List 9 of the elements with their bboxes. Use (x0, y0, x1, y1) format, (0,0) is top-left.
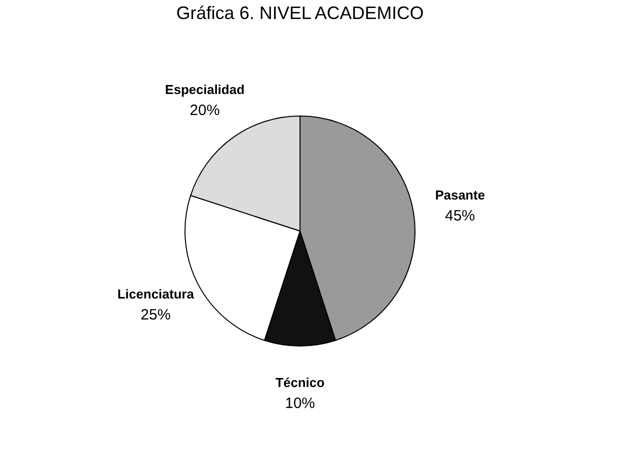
data-label: 10% (284, 395, 316, 412)
data-label: 45% (444, 208, 476, 225)
chart-title: Gráfica 6. NIVEL ACADEMICO (176, 3, 424, 23)
slice-label: Especialidad (165, 82, 245, 97)
data-label: 20% (190, 102, 220, 119)
slice-label: Licenciatura (117, 286, 195, 302)
slice-label: Técnico (275, 375, 325, 390)
data-label: 25% (140, 306, 171, 324)
slice-label: Pasante (435, 188, 485, 203)
